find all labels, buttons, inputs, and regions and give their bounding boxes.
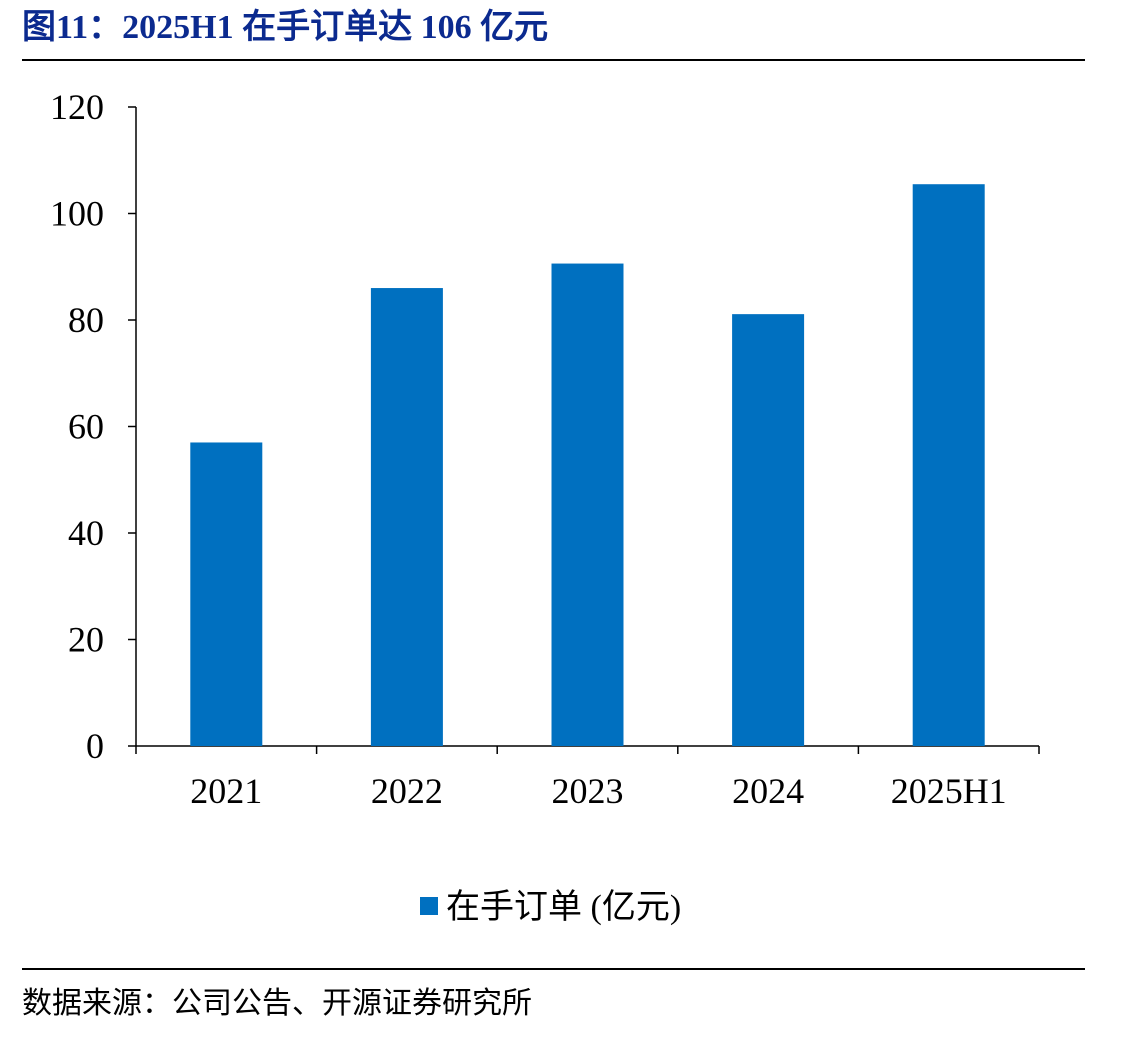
title-divider (22, 59, 1085, 61)
legend: 在手订单 (亿元) (420, 888, 681, 926)
y-tick-label: 60 (68, 407, 104, 447)
bar-2022 (370, 288, 443, 746)
y-tick-label: 0 (86, 726, 104, 766)
bar-2021 (190, 442, 263, 746)
y-tick-label: 40 (68, 513, 104, 553)
bar-2024 (732, 314, 805, 746)
bar-2023 (551, 263, 624, 746)
x-tick-label: 2025H1 (891, 771, 1007, 811)
x-tick-label: 2024 (732, 771, 804, 811)
bar-chart: 0 20 40 60 80 100 120 2021 2022 2023 2024 2025H1 在… (50, 87, 1040, 926)
y-axis: 0 20 40 60 80 100 120 (50, 87, 137, 766)
x-tick-label: 2022 (371, 771, 443, 811)
x-tick-label: 2021 (190, 771, 262, 811)
y-tick-label: 120 (50, 87, 104, 127)
chart-title: 图11：2025H1 在手订单达 106 亿元 (22, 9, 549, 46)
x-axis: 2021 2022 2023 2024 2025H1 (135, 745, 1040, 811)
y-tick-label: 100 (50, 194, 104, 234)
source-note: 数据来源：公司公告、开源证券研究所 (22, 987, 532, 1020)
y-tick-label: 20 (68, 620, 104, 660)
x-tick-label: 2023 (552, 771, 624, 811)
bar-2025H1 (912, 184, 985, 746)
bar-series (190, 184, 985, 746)
source-divider (22, 968, 1085, 970)
y-tick-label: 80 (68, 300, 104, 340)
legend-label: 在手订单 (亿元) (446, 888, 681, 926)
legend-swatch (420, 897, 438, 915)
